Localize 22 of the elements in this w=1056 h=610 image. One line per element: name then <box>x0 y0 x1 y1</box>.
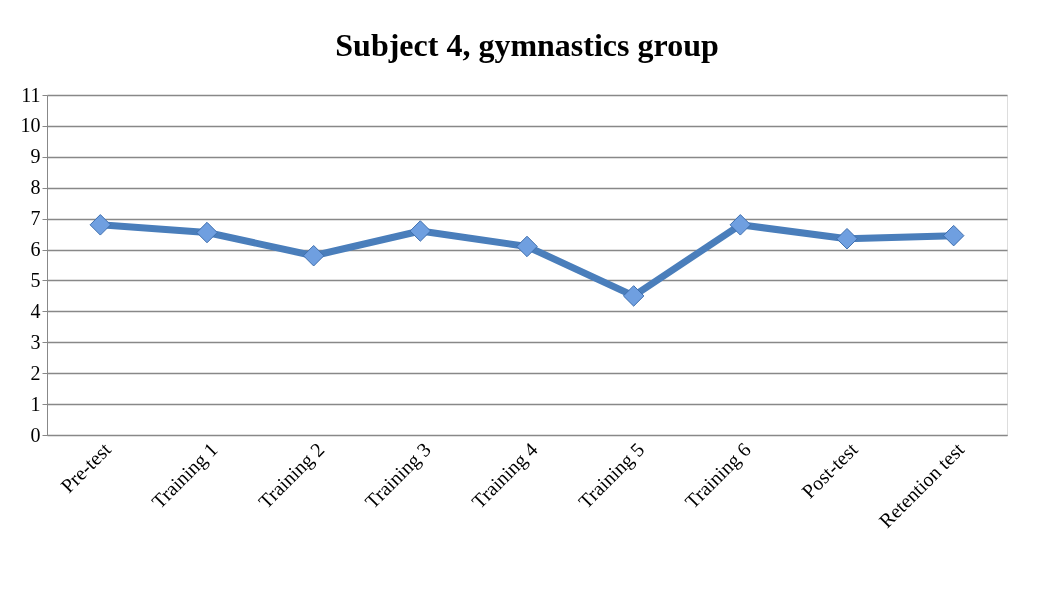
chart-title: Subject 4, gymnastics group <box>335 27 719 63</box>
y-tick-label: 1 <box>30 392 41 415</box>
y-tick-label: 7 <box>30 207 41 230</box>
point <box>196 221 218 244</box>
y-tick-label: 11 <box>21 83 41 106</box>
y-tick-label: 4 <box>30 299 41 322</box>
point <box>89 214 112 236</box>
y-tick-label: 3 <box>30 330 41 353</box>
y-tick-label: 2 <box>30 361 41 384</box>
y-tick-label: 9 <box>30 145 41 168</box>
point <box>729 214 752 236</box>
y-tick-label: 10 <box>20 114 41 137</box>
y-tick-label: 8 <box>30 176 41 199</box>
point <box>942 224 965 247</box>
y-tick-label: 6 <box>30 238 41 261</box>
point <box>836 227 858 250</box>
point <box>622 285 645 307</box>
point <box>302 244 325 267</box>
y-tick-label: 5 <box>30 268 41 291</box>
point <box>516 235 538 258</box>
point <box>409 220 432 242</box>
y-tick-label: 0 <box>30 423 41 446</box>
